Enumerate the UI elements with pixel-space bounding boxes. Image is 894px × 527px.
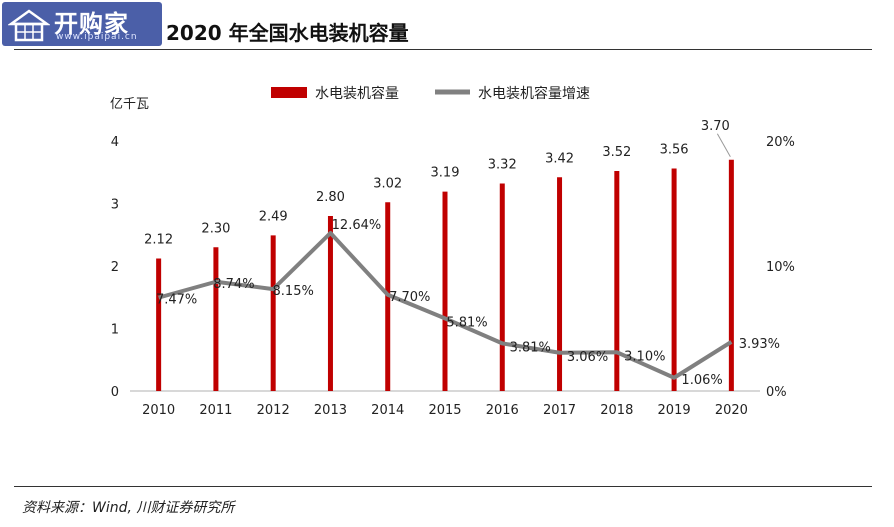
bar <box>728 159 734 391</box>
growth-value-label: 3.06% <box>567 350 608 365</box>
x-tick-label: 2010 <box>142 403 175 418</box>
bar-label-leader-line <box>716 133 731 157</box>
bar <box>327 216 333 391</box>
source-note: 资料来源：Wind, 川财证券研究所 <box>22 500 235 516</box>
bar <box>156 258 162 391</box>
bar-value-label: 3.52 <box>602 145 631 160</box>
x-tick-label: 2017 <box>543 403 576 418</box>
house-icon <box>8 9 50 42</box>
logo-text: 开购家 <box>54 10 129 38</box>
bar-value-label: 3.32 <box>488 158 517 173</box>
growth-value-label: 3.81% <box>510 340 551 355</box>
y-tick-label: 0 <box>111 385 119 400</box>
bar <box>442 191 448 391</box>
bar <box>671 168 677 391</box>
growth-value-label: 12.64% <box>332 218 382 233</box>
y2-tick-label: 20% <box>766 135 795 150</box>
bar-value-label: 3.19 <box>431 166 460 181</box>
growth-value-label: 7.47% <box>156 293 197 308</box>
growth-value-label: 7.70% <box>389 290 430 305</box>
y-tick-label: 4 <box>111 135 119 150</box>
bar-value-label: 2.80 <box>316 190 345 205</box>
bar <box>499 183 505 391</box>
chart-title: 2020 年全国水电装机容量 <box>166 21 409 45</box>
y2-tick-label: 0% <box>766 385 787 400</box>
growth-value-label: 3.10% <box>624 349 665 364</box>
bar-value-label: 2.30 <box>201 221 230 236</box>
x-tick-label: 2014 <box>371 403 404 418</box>
bar-value-label: 2.49 <box>259 209 288 224</box>
logo-url: www.ipaipai.cn <box>56 32 138 42</box>
x-tick-label: 2011 <box>199 403 232 418</box>
legend-line-label: 水电装机容量增速 <box>478 85 590 102</box>
bar <box>213 247 219 391</box>
y-axis-label: 亿千瓦 <box>110 97 149 112</box>
bar-value-label: 2.12 <box>144 233 173 248</box>
growth-line <box>158 231 733 380</box>
x-tick-label: 2012 <box>257 403 290 418</box>
brand-logo: 开购家 www.ipaipai.cn <box>2 2 162 46</box>
y-tick-label: 1 <box>111 323 119 338</box>
growth-value-label: 3.93% <box>739 337 780 352</box>
bar <box>614 171 620 391</box>
growth-value-label: 8.74% <box>213 277 254 292</box>
x-tick-label: 2020 <box>715 403 748 418</box>
bar <box>270 235 276 391</box>
bar-value-label: 3.56 <box>660 143 689 158</box>
growth-value-label: 8.15% <box>273 284 314 299</box>
y-tick-label: 2 <box>111 260 119 275</box>
legend-bar-swatch <box>271 87 307 98</box>
bar-value-label: 3.70 <box>701 119 730 134</box>
bar-value-label: 3.02 <box>373 176 402 191</box>
bar-value-label: 3.42 <box>545 151 574 166</box>
legend-bar-label: 水电装机容量 <box>315 85 399 102</box>
growth-value-label: 1.06% <box>681 373 722 388</box>
y-tick-label: 3 <box>111 198 119 213</box>
x-tick-label: 2013 <box>314 403 347 418</box>
growth-value-label: 5.81% <box>446 315 487 330</box>
title-divider <box>14 49 872 50</box>
source-divider <box>14 486 872 487</box>
y2-tick-label: 10% <box>766 260 795 275</box>
x-tick-label: 2015 <box>428 403 461 418</box>
x-tick-label: 2018 <box>600 403 633 418</box>
x-tick-label: 2019 <box>658 403 691 418</box>
bar <box>557 177 563 391</box>
x-tick-label: 2016 <box>486 403 519 418</box>
